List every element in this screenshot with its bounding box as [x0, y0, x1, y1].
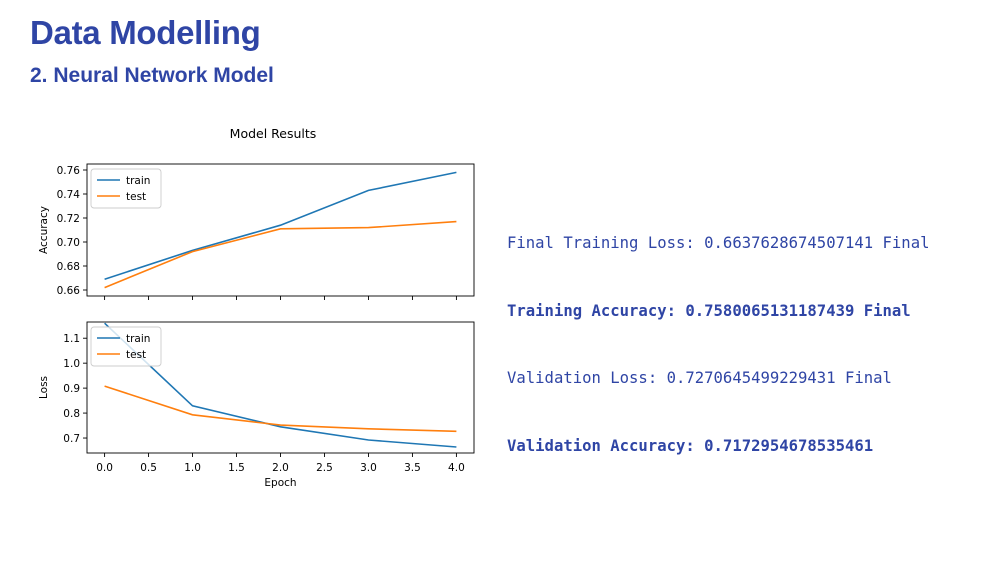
- loss-ytick-label: 0.8: [63, 408, 80, 420]
- accuracy-series-test-line: [104, 220, 457, 289]
- loss-xtick-label: 2.5: [316, 462, 333, 474]
- accuracy-series-train-line: [104, 171, 457, 280]
- loss-xtick-label: 0.5: [140, 462, 157, 474]
- accuracy-legend-box: [90, 168, 162, 209]
- loss-ytick-label: 0.9: [63, 383, 80, 395]
- loss-legend-label-test: test: [126, 349, 146, 361]
- loss-legend-label-train: train: [126, 333, 150, 345]
- page-title: Data Modelling: [30, 14, 261, 51]
- loss-axes: 0.7 0.8 0.9 1.0 1.1 0.0 0.5 1.0 1.5 2.0 2.5 3.0 3.5 4…: [38, 321, 475, 489]
- loss-ytick-label: 1.0: [63, 358, 80, 370]
- accuracy-ytick-label: 0.66: [57, 285, 81, 297]
- loss-ytick-label: 0.7: [63, 433, 80, 445]
- loss-xtick-label: 4.0: [448, 462, 465, 474]
- metrics-line-1: Final Training Loss: 0.6637628674507141 …: [507, 234, 930, 252]
- loss-xtick-label: 3.5: [404, 462, 421, 474]
- accuracy-legend-label-test: test: [126, 191, 146, 203]
- loss-xlabel: Epoch: [264, 477, 296, 489]
- accuracy-ytick-label: 0.74: [57, 189, 81, 201]
- loss-series-test-line: [104, 385, 457, 433]
- accuracy-ytick-label: 0.70: [57, 237, 80, 249]
- metrics-line-3: Validation Loss: 0.7270645499229431 Fina…: [507, 369, 892, 387]
- metrics-line-4: Validation Accuracy: 0.7172954678535461: [507, 436, 874, 455]
- loss-ytick-label: 1.1: [63, 333, 80, 345]
- loss-xtick-label: 1.5: [228, 462, 245, 474]
- metrics-line-2: Training Accuracy: 0.7580065131187439 Fi…: [507, 301, 911, 320]
- figure-title: Model Results: [230, 126, 317, 141]
- loss-xtick-label: 2.0: [272, 462, 289, 474]
- accuracy-legend-label-train: train: [126, 175, 150, 187]
- accuracy-ytick-label: 0.68: [57, 261, 80, 273]
- loss-xtick-label: 1.0: [184, 462, 201, 474]
- loss-series-train-line: [104, 322, 457, 448]
- loss-ylabel: Loss: [38, 376, 50, 399]
- page-subtitle: 2. Neural Network Model: [30, 64, 274, 87]
- loss-xtick-label: 3.0: [360, 462, 377, 474]
- accuracy-ytick-label: 0.76: [57, 165, 81, 177]
- accuracy-ytick-label: 0.72: [57, 213, 80, 225]
- loss-legend-box: [90, 326, 162, 367]
- loss-xtick-label: 0.0: [96, 462, 113, 474]
- final-metrics-text: Final Training Loss: 0.6637628674507141 …: [507, 187, 929, 480]
- accuracy-ylabel: Accuracy: [38, 206, 50, 254]
- accuracy-axes: 0.66 0.68 0.70 0.72 0.74 0.76 Accuracy train tes…: [38, 163, 475, 300]
